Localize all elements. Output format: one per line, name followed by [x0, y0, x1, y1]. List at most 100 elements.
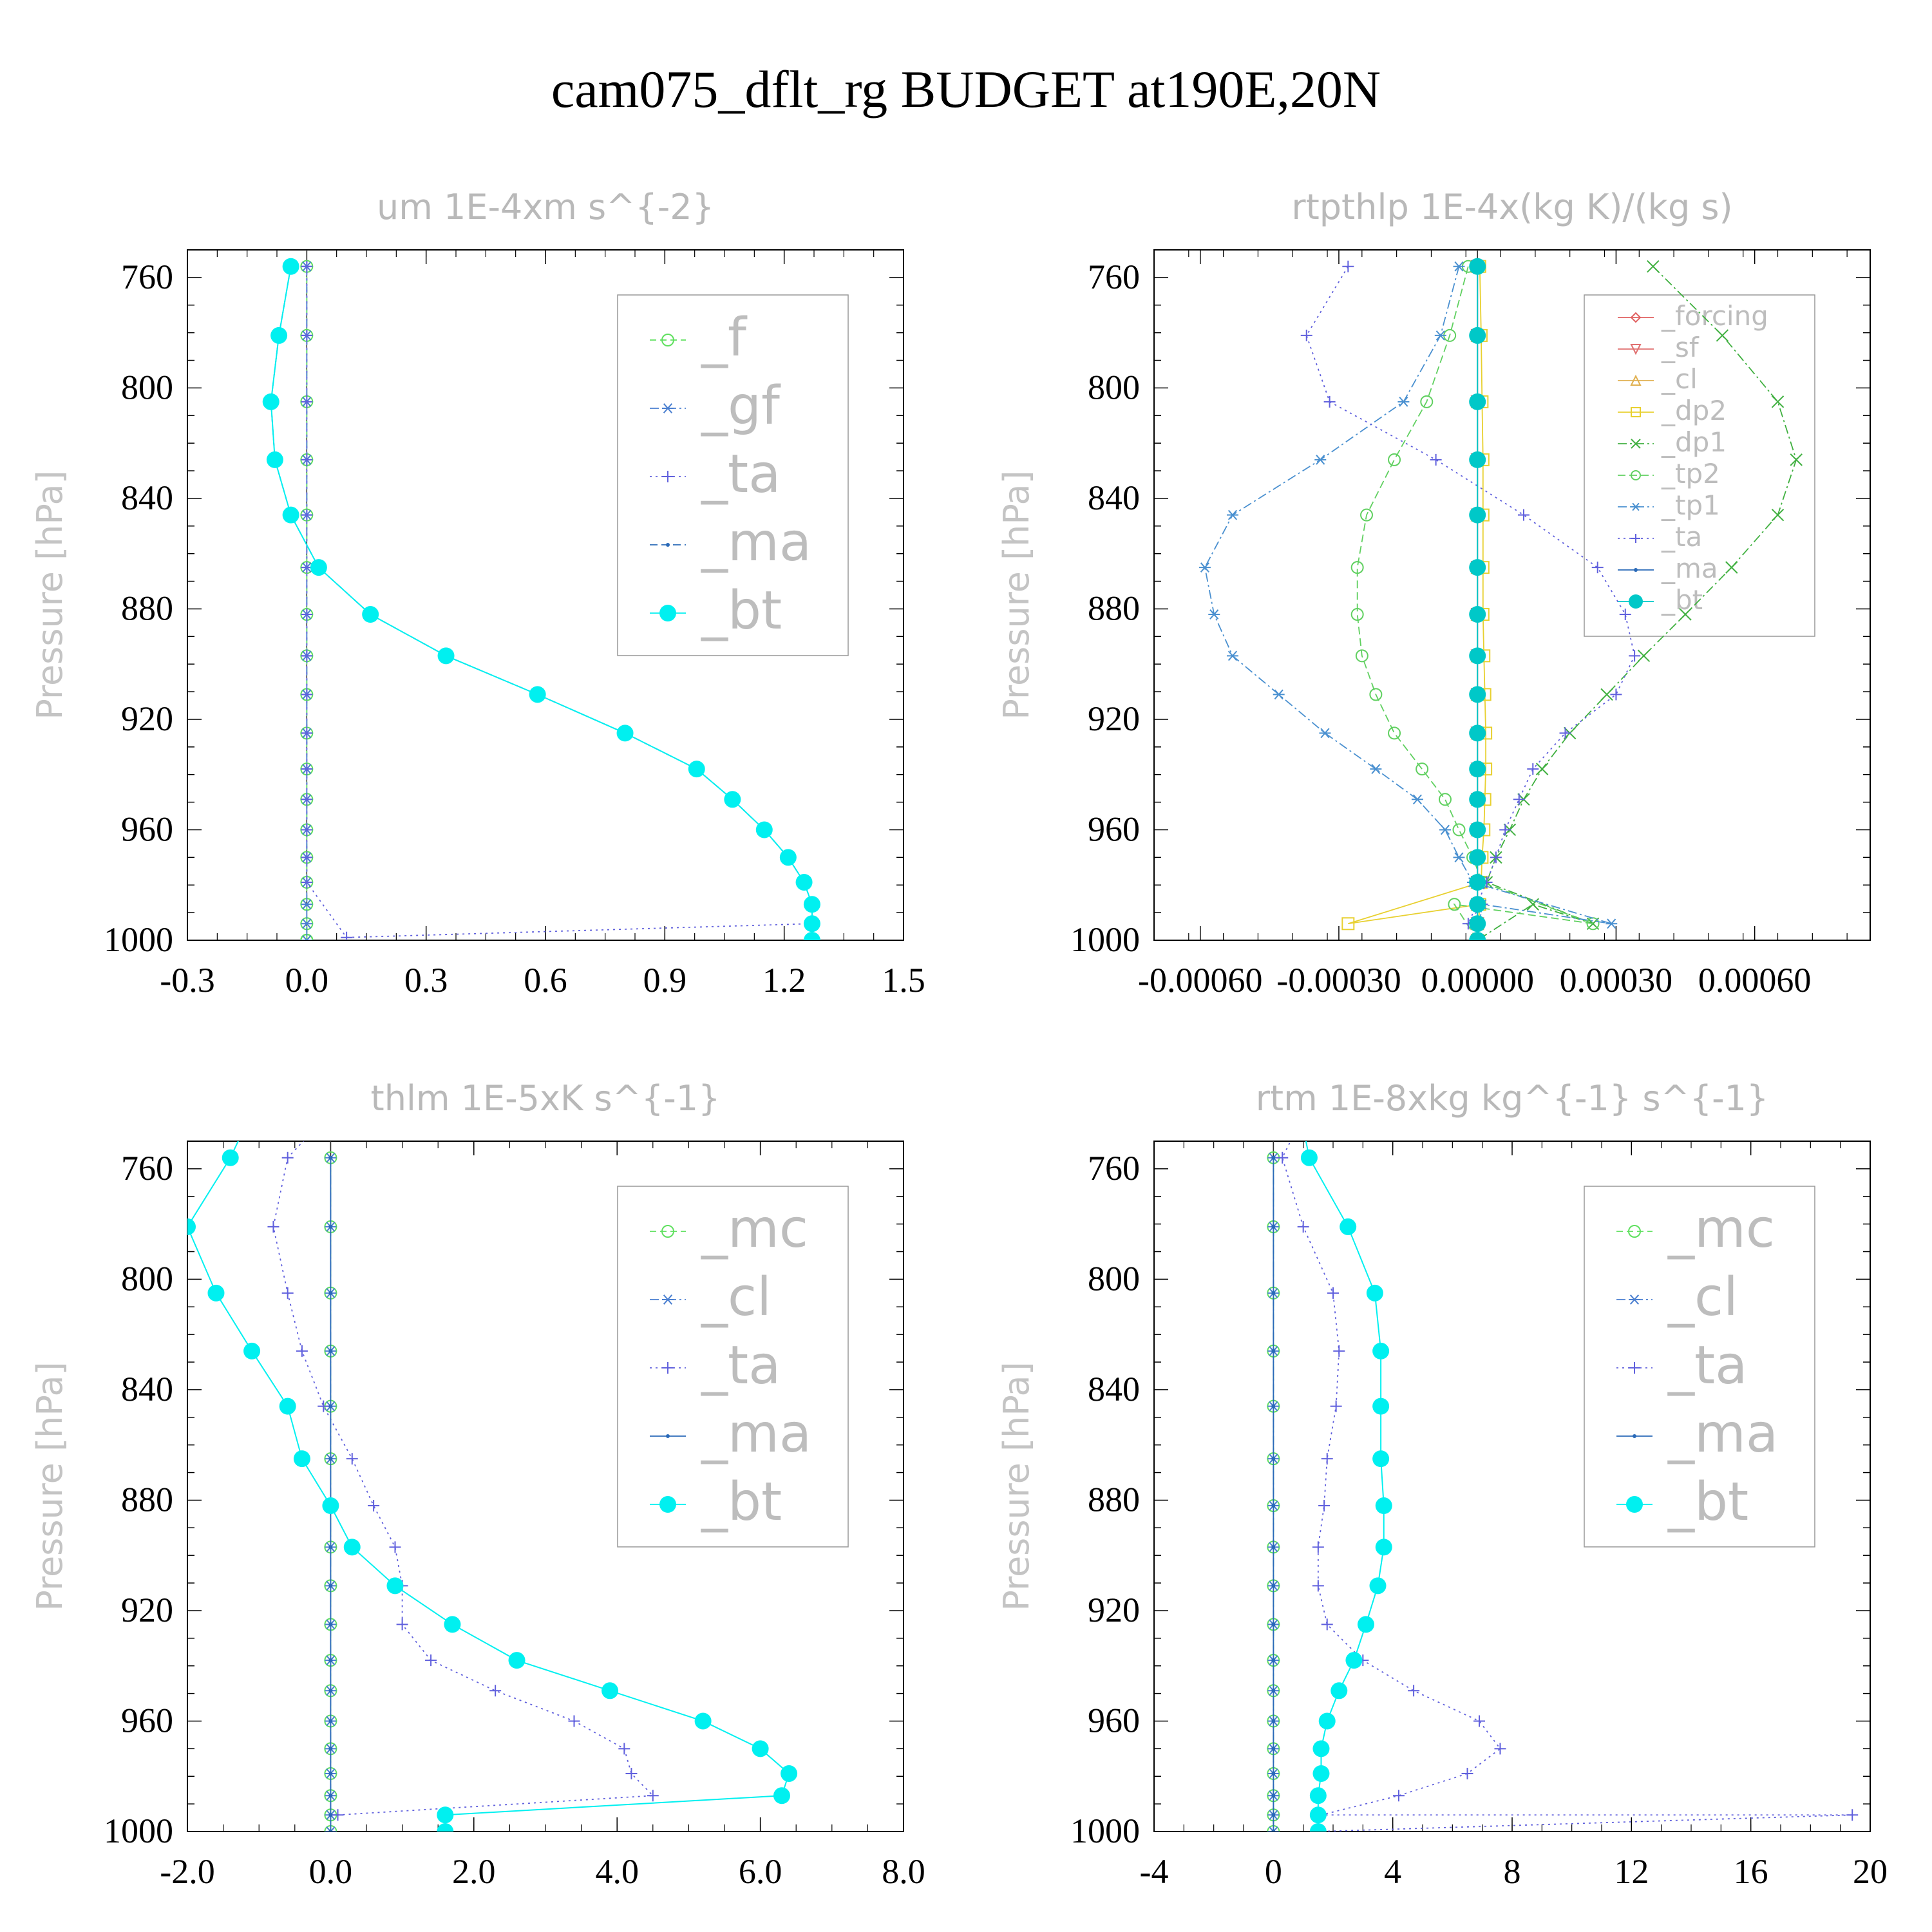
series-line: [1477, 266, 1797, 940]
data-point: [1469, 606, 1486, 623]
y-tick-label: 760: [121, 258, 173, 296]
panel-title: rtpthlp 1E-4x(kg K)/(kg s): [1291, 187, 1732, 227]
data-point: [1323, 395, 1336, 408]
x-tick-label: 1.5: [882, 961, 925, 999]
series-ma: [1271, 1155, 1276, 1832]
legend-label: _ta: [1661, 521, 1702, 553]
x-tick-label: 0.00030: [1560, 961, 1673, 999]
data-point: [322, 1497, 339, 1515]
data-point: [1271, 1658, 1276, 1663]
data-point: [1846, 1809, 1859, 1821]
legend-marker: [1626, 1496, 1643, 1513]
series-line: [306, 266, 812, 938]
series-ma: [328, 1155, 333, 1832]
legend-label: _ma: [1667, 1403, 1778, 1464]
data-point: [281, 1151, 294, 1164]
data-point: [1469, 791, 1486, 808]
plot-frame: [187, 249, 904, 941]
series-line: [1356, 266, 1593, 940]
series-line: [1282, 1141, 1853, 1832]
data-point: [1629, 650, 1641, 662]
y-tick-label: 840: [1088, 1370, 1140, 1408]
data-point: [1271, 1504, 1276, 1508]
y-tick-label: 760: [1088, 258, 1140, 296]
series-line: [272, 1141, 654, 1816]
data-point: [1408, 1685, 1420, 1697]
legend-marker: [666, 543, 670, 547]
data-point: [301, 609, 313, 621]
data-point: [803, 915, 820, 933]
data-point: [328, 1719, 333, 1723]
y-tick-label: 880: [1088, 589, 1140, 627]
data-point: [1790, 453, 1803, 466]
y-axis-label: Pressure [hPa]: [996, 470, 1037, 719]
data-point: [647, 1790, 659, 1802]
legend: _mc _cl _ta _ma _bt: [617, 1186, 849, 1548]
data-point: [207, 1284, 225, 1302]
data-point: [1350, 608, 1364, 621]
data-point: [529, 686, 546, 703]
data-point: [187, 1218, 196, 1235]
data-point: [625, 1767, 638, 1779]
data-point: [1372, 1450, 1390, 1468]
data-point: [1271, 1719, 1276, 1723]
legend-label: _ta: [701, 444, 781, 505]
legend-box: [1584, 1186, 1815, 1548]
legend-marker: [659, 1496, 676, 1513]
data-point: [328, 1349, 333, 1353]
legend-label: _ma: [701, 1403, 811, 1464]
data-point: [1331, 1682, 1348, 1700]
data-point: [270, 327, 288, 344]
data-point: [343, 1539, 361, 1556]
data-point: [1271, 1689, 1276, 1693]
y-tick-label: 1000: [104, 1812, 173, 1850]
data-point: [1469, 258, 1486, 275]
data-point: [1271, 1830, 1276, 1832]
data-point: [328, 1658, 333, 1663]
data-point: [328, 1771, 333, 1776]
data-point: [282, 506, 299, 524]
legend-marker: [661, 1225, 674, 1238]
data-point: [328, 1545, 333, 1549]
data-point: [1312, 1740, 1330, 1757]
y-tick-label: 840: [1088, 478, 1140, 517]
data-point: [1300, 329, 1312, 341]
legend-marker: [666, 1434, 670, 1438]
legend-label: _cl: [1667, 1267, 1738, 1328]
legend-marker: [1630, 374, 1642, 386]
data-point: [1469, 506, 1486, 524]
legend-marker: [1631, 439, 1641, 449]
x-tick-label: 0: [1265, 1852, 1282, 1891]
data-point: [1375, 1539, 1392, 1556]
data-point: [1342, 260, 1354, 272]
data-point: [795, 873, 813, 891]
legend-marker: [1629, 594, 1643, 609]
panel-1: um 1E-4xm s^{-2} Pressure [hPa] 760 800 840 8…: [30, 187, 925, 999]
data-point: [328, 1747, 333, 1751]
y-axis-label: Pressure [hPa]: [30, 1361, 70, 1611]
data-point: [301, 763, 313, 775]
legend-label: _forcing: [1661, 300, 1768, 332]
data-point: [1610, 688, 1622, 701]
data-point: [1309, 1787, 1327, 1804]
data-point: [325, 1826, 337, 1832]
data-point: [1716, 329, 1729, 342]
legend-marker: [662, 1362, 674, 1374]
data-point: [301, 395, 313, 408]
series-dp2: [1341, 260, 1493, 940]
series-line: [1204, 266, 1612, 940]
data-point: [1452, 823, 1466, 837]
data-point: [301, 935, 313, 940]
data-point: [281, 1287, 294, 1299]
data-point: [1271, 1771, 1276, 1776]
data-point: [328, 1155, 333, 1160]
x-tick-label: -4: [1140, 1852, 1169, 1891]
data-point: [1469, 932, 1486, 940]
data-point: [1271, 1747, 1276, 1751]
y-tick-label: 840: [121, 1370, 173, 1408]
x-tick-label: 2.0: [452, 1852, 496, 1891]
x-tick-label: -0.00060: [1138, 961, 1262, 999]
y-tick-label: 800: [121, 1259, 173, 1298]
data-point: [1513, 793, 1525, 806]
data-point: [601, 1682, 619, 1700]
